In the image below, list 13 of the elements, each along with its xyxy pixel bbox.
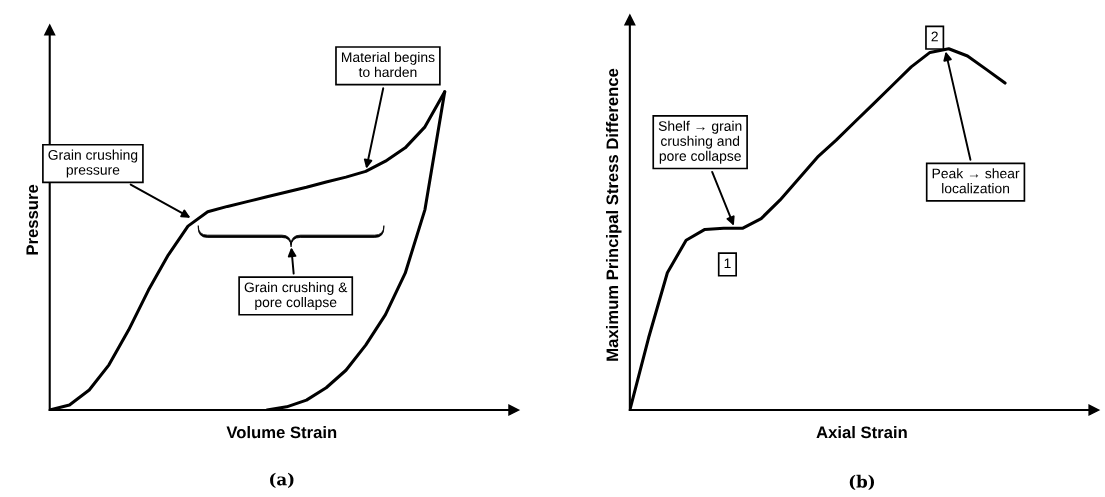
text: (a)	[270, 472, 294, 488]
annotation: Peak → shear localization	[932, 168, 1020, 194]
text: Material begins to harden	[341, 51, 435, 78]
text: 2	[931, 31, 938, 42]
text: (b)	[849, 474, 875, 491]
annotation: Grain crushing pressure	[48, 149, 138, 178]
annotation: 1	[724, 258, 731, 269]
x-axis-title: Volume Strain	[226, 426, 337, 439]
annotation: Grain crushing & pore collapse	[244, 282, 348, 310]
y-axis-title: Maximum Principal Stress Difference	[605, 68, 622, 361]
annotation: Shelf → grain crushing and pore collapse	[658, 120, 742, 164]
x-axis-title: Axial Strain	[816, 426, 907, 439]
y-axis-title: Pressure	[26, 184, 39, 255]
